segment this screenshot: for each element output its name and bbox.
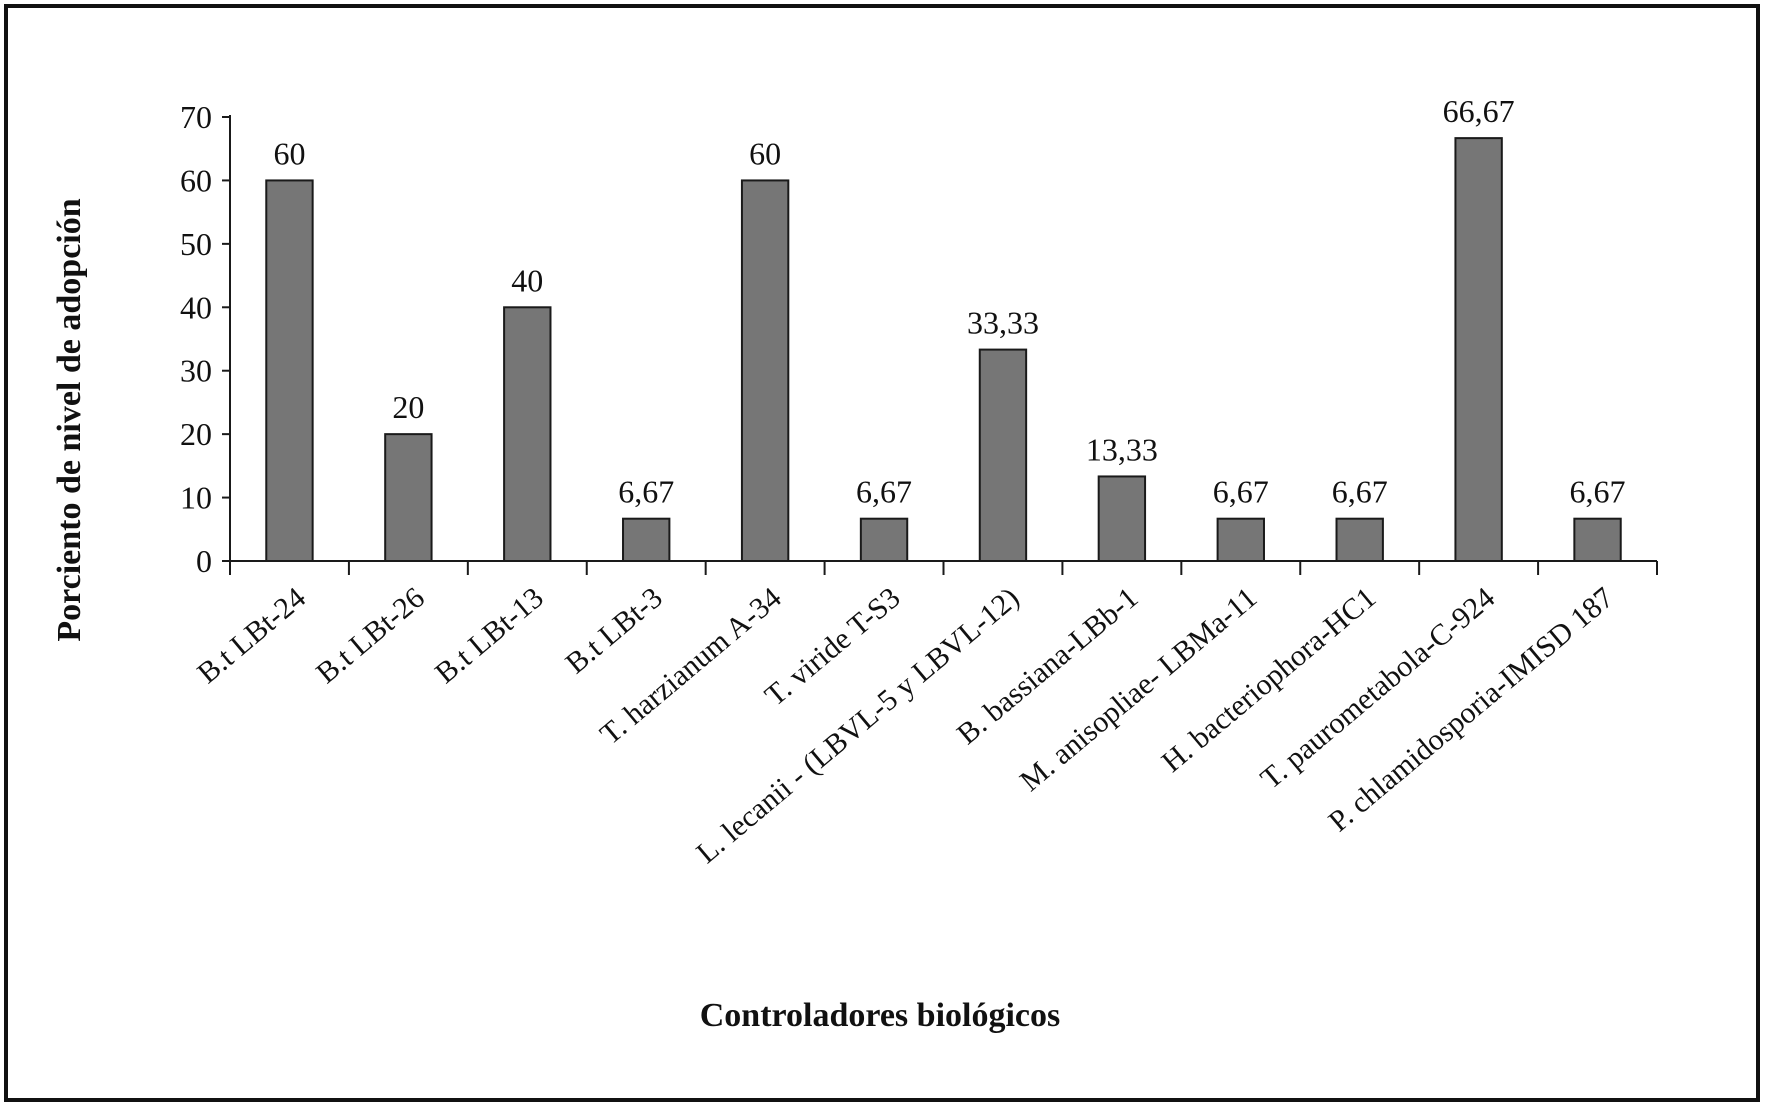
bar-5 xyxy=(740,179,790,563)
y-axis-title: Porciento de nivel de adopción xyxy=(51,198,88,641)
data-label-6: 6,67 xyxy=(856,474,912,510)
data-label-12: 6,67 xyxy=(1570,474,1626,510)
bar-4 xyxy=(622,517,671,562)
y-tick-label: 30 xyxy=(180,353,212,389)
data-label-8: 13,33 xyxy=(1086,431,1158,467)
data-label-11: 66,67 xyxy=(1443,93,1515,129)
bar-10 xyxy=(1335,517,1384,562)
data-label-3: 40 xyxy=(511,262,543,298)
bar-7 xyxy=(978,348,1028,562)
bar-2 xyxy=(384,433,433,562)
data-label-1: 60 xyxy=(273,135,305,171)
data-label-4: 6,67 xyxy=(618,474,674,510)
data-label-7: 33,33 xyxy=(967,305,1039,341)
y-tick-label: 40 xyxy=(180,289,212,325)
bar-3 xyxy=(503,306,552,562)
bar-1 xyxy=(265,179,314,563)
y-tick-label: 10 xyxy=(180,480,212,516)
y-tick-label: 0 xyxy=(196,543,212,579)
y-tick-label: 70 xyxy=(180,99,212,135)
y-tick-label: 60 xyxy=(180,162,212,198)
bar-12 xyxy=(1573,517,1622,562)
data-label-5: 60 xyxy=(749,135,781,171)
y-tick-label: 50 xyxy=(180,226,212,262)
data-label-2: 20 xyxy=(392,389,424,425)
bar-11 xyxy=(1454,137,1503,563)
bar-8 xyxy=(1097,475,1147,562)
x-axis-title: Controladores biológicos xyxy=(700,997,1061,1034)
bar-9 xyxy=(1216,517,1265,562)
data-label-10: 6,67 xyxy=(1332,474,1388,510)
y-tick-label: 20 xyxy=(180,416,212,452)
bar-6 xyxy=(859,517,909,562)
data-label-9: 6,67 xyxy=(1213,474,1269,510)
